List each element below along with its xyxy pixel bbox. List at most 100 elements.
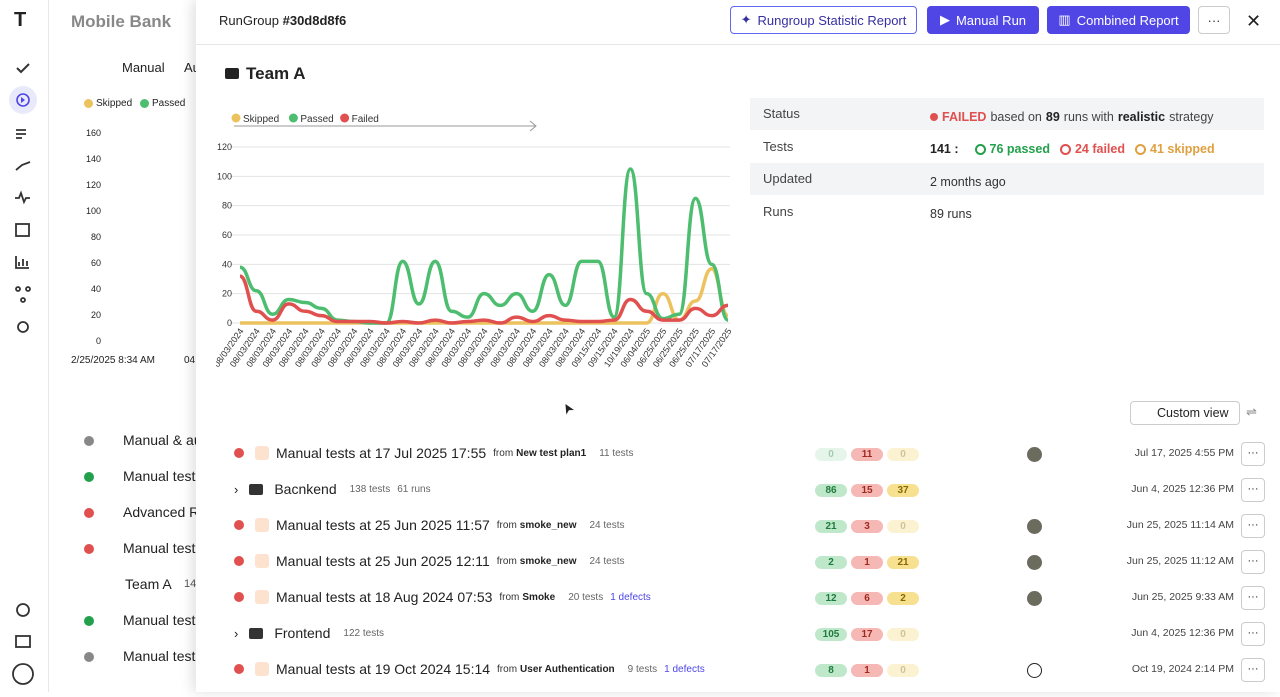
plan: User Authentication: [520, 663, 615, 675]
plan: Smoke: [522, 591, 556, 603]
tab[interactable]: Au: [184, 60, 200, 75]
item[interactable]: Manual test: [123, 468, 196, 484]
count-badge: 105: [815, 628, 847, 641]
run-name[interactable]: Manual tests at 25 Jun 2025 11:57: [276, 517, 490, 533]
logo: T: [14, 9, 26, 31]
run-name[interactable]: Manual tests at 19 Oct 2024 15:14: [276, 661, 491, 677]
from: from: [497, 663, 518, 675]
row-main: Manual tests at 19 Oct 2024 15:14 from Use…: [234, 661, 705, 677]
series-line: [239, 167, 730, 325]
count-badge: 11: [851, 448, 883, 461]
run-name[interactable]: Manual tests at 18 Aug 2024 07:53: [276, 589, 493, 605]
icon[interactable]: [16, 63, 30, 74]
run-row: Manual tests at 19 Oct 2024 15:14 from Use…: [196, 652, 1280, 688]
text: 89: [1045, 110, 1060, 124]
item[interactable]: Team A: [125, 576, 172, 592]
custom-view-button[interactable]: Custom view: [1130, 401, 1240, 425]
run-name[interactable]: Manual tests at 25 Jun 2025 12:11: [276, 553, 490, 569]
row-menu[interactable]: ···: [1241, 442, 1265, 466]
count-badge: 2: [887, 592, 919, 605]
from: from: [496, 555, 517, 567]
count-badge: 0: [815, 448, 847, 461]
plan: New test plan1: [516, 447, 587, 459]
count-badge: 12: [815, 592, 847, 605]
status-dot: [234, 592, 244, 602]
row-menu[interactable]: ···: [1241, 514, 1265, 538]
status-row: Updated: [750, 163, 1264, 195]
date: Jul 17, 2025 4:55 PM: [1134, 447, 1234, 459]
header-button[interactable]: ✦ Rungroup Statistic Report: [730, 6, 917, 34]
group-title: Team A: [246, 64, 306, 83]
y-tick-label: 20: [222, 289, 232, 299]
avatar: [1027, 519, 1042, 534]
button-icon: ▥: [1058, 12, 1071, 27]
row-menu[interactable]: ···: [1241, 586, 1265, 610]
folder-name[interactable]: Bacnkend: [274, 481, 337, 497]
count-badge: 1: [851, 556, 883, 569]
runs: 61 runs: [397, 483, 431, 495]
status-dot: [84, 616, 94, 626]
status-dot: [84, 508, 94, 518]
item[interactable]: Advanced R: [123, 504, 200, 520]
y-tick-label: 120: [85, 180, 101, 190]
defects[interactable]: 1 defects: [610, 591, 651, 603]
row-menu[interactable]: ···: [1241, 622, 1265, 646]
folder-name[interactable]: Frontend: [274, 625, 331, 641]
row-menu[interactable]: ···: [1241, 478, 1265, 502]
legend-dot: [288, 113, 298, 123]
status-value: 2 months ago: [930, 175, 1006, 189]
id: #30d8d8f6: [282, 13, 347, 28]
status-dot: [84, 436, 94, 446]
filter-icon[interactable]: ⇌: [1246, 404, 1257, 419]
run-row: Manual tests at 25 Jun 2025 11:57 from smo…: [196, 508, 1280, 544]
run-row: Manual tests at 18 Aug 2024 07:53 from Smo…: [196, 580, 1280, 616]
text: 2 months ago: [930, 175, 1006, 189]
x-label: 2/25/2025 8:34 AM: [71, 355, 155, 366]
series-line: [239, 274, 729, 325]
count-badge: 0: [887, 520, 919, 533]
passed: 76 passed: [989, 142, 1050, 156]
item[interactable]: Manual & au: [123, 432, 202, 448]
tests: 138 tests: [349, 483, 391, 495]
button-icon: ▶: [939, 12, 950, 27]
date: Jun 25, 2025 11:14 AM: [1126, 519, 1234, 531]
item[interactable]: Manual test: [123, 648, 196, 664]
count-badge: 17: [851, 628, 883, 641]
y-tick-label: 20: [90, 310, 101, 320]
close-button[interactable]: ✕: [1246, 11, 1262, 31]
sidebar: T: [0, 0, 49, 692]
count-badge: 1: [851, 664, 883, 677]
folder-icon: [249, 627, 264, 639]
defects[interactable]: 1 defects: [664, 663, 705, 675]
page-title: Mobile Bank: [71, 12, 172, 31]
run-row: › Bacnkend 138 tests 61 runs 86 15 37 Jun 4, 20…: [196, 472, 1280, 508]
count-badge: 6: [851, 592, 883, 605]
x-label: 04: [184, 355, 196, 366]
tests: 24 tests: [589, 555, 625, 567]
item[interactable]: Manual test: [123, 540, 196, 556]
tests: 20 tests: [568, 591, 604, 603]
row-main: Manual tests at 18 Aug 2024 07:53 from Smo…: [234, 589, 651, 605]
manual-icon: [255, 662, 269, 676]
row-main: › Frontend 122 tests: [234, 625, 384, 641]
row-main: Manual tests at 17 Jul 2025 17:55 from New…: [234, 445, 633, 461]
row-menu[interactable]: ···: [1241, 550, 1265, 574]
run-name[interactable]: Manual tests at 17 Jul 2025 17:55: [276, 445, 487, 461]
button-label: Manual Run: [955, 12, 1027, 28]
header-button[interactable]: ▥ Combined Report: [1047, 6, 1190, 34]
legend-label: Skipped: [96, 98, 133, 109]
icons[interactable]: [12, 129, 34, 685]
run-row: › Frontend 122 tests 105 17 0 Jun 4, 2025 12:3…: [196, 616, 1280, 652]
expand[interactable]: ›: [234, 625, 239, 641]
legend-dot: [140, 99, 149, 108]
run-group-label: RunGroup #30d8d8f6: [219, 13, 346, 28]
expand[interactable]: ›: [234, 481, 239, 497]
row-menu[interactable]: ···: [1241, 658, 1265, 682]
tab[interactable]: Manual: [122, 60, 165, 75]
header-button[interactable]: ▶ Manual Run: [927, 6, 1039, 34]
tests: 122 tests: [343, 627, 384, 639]
tests: 11 tests: [599, 447, 634, 459]
text: runs with: [1063, 110, 1114, 124]
item[interactable]: Manual test: [123, 612, 196, 628]
more-button[interactable]: ···: [1198, 6, 1230, 34]
